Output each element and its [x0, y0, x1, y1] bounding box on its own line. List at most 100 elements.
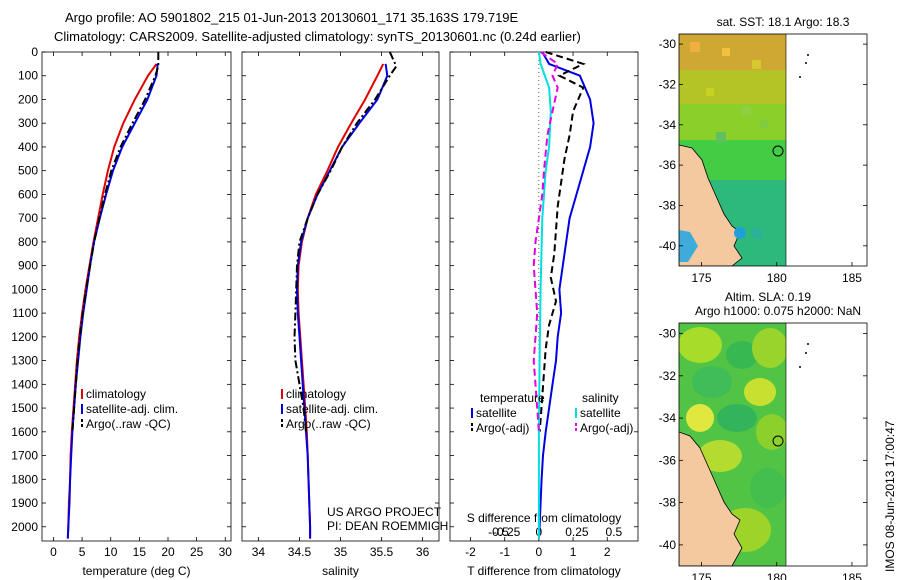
y-tick-label: 300	[18, 116, 38, 130]
legend-label: Argo(..raw -QC)	[286, 417, 371, 431]
x-tick-label: 20	[161, 545, 175, 559]
y-tick-label: 1000	[11, 282, 38, 296]
y-tick-label: 600	[18, 187, 38, 201]
map-y-tick-label: -30	[659, 327, 677, 341]
x2-tick-label: -0.5	[488, 525, 509, 539]
y-tick-label: 1700	[11, 449, 38, 463]
y-tick-label: 1500	[11, 401, 38, 415]
y-tick-label: 1200	[11, 330, 38, 344]
plot-frame	[241, 51, 440, 542]
map-y-tick-label: -32	[659, 77, 677, 91]
x-tick-label: -2	[465, 545, 476, 559]
island-dots	[799, 54, 809, 368]
legend-label: Argo(-adj)	[580, 421, 633, 435]
project-note-line1: US ARGO PROJECT	[327, 505, 442, 519]
legend-title: salinity	[582, 391, 619, 405]
map-y-tick-label: -40	[659, 538, 677, 552]
map-y-tick-label: -34	[659, 118, 677, 132]
x-tick-label: 2	[604, 545, 611, 559]
sst-field	[679, 34, 786, 266]
series-line	[537, 51, 552, 539]
map-y-tick-label: -38	[659, 198, 677, 212]
legend-label: satellite	[476, 406, 517, 420]
x2-tick-label: 0.5	[606, 525, 623, 539]
sst-axis: 175 180 185 -30 -32 -34 -36 -38 -40	[659, 37, 867, 285]
legend-label: climatology	[86, 387, 146, 401]
x-axis-label: salinity	[322, 564, 359, 578]
map-y-tick-label: -40	[659, 239, 677, 253]
legend-label: climatology	[286, 387, 346, 401]
sla-axis: 175 180 185 -30 -32 -34 -36 -38 -40	[659, 327, 867, 580]
plot-frame	[41, 51, 232, 542]
series-line	[66, 63, 158, 539]
series-line	[293, 51, 398, 432]
header-line1: Argo profile: AO 5901802_215 01-Jun-2013…	[65, 10, 519, 25]
legend-label: Argo(-adj)	[476, 421, 529, 435]
y-tick-label: 700	[18, 211, 38, 225]
y-tick-label: 100	[18, 69, 38, 83]
y-tick-label: 200	[18, 92, 38, 106]
legend-label: satellite-adj. clim.	[286, 402, 378, 416]
x-axis-label: T difference from climatology	[467, 564, 621, 578]
x-axis-label: temperature (deg C)	[82, 564, 190, 578]
series-line	[296, 63, 385, 539]
map-x-tick-label: 175	[692, 571, 712, 580]
temperature-panel: 0 5 10 15 20 25 30 temperature (deg C) 0 100 200 30…	[11, 45, 232, 578]
legend-label: satellite	[580, 406, 621, 420]
x-tick-label: 36	[416, 545, 430, 559]
salinity-panel: 34 34.5 35 35.5 36 salinity climatologysatelli…	[241, 51, 440, 578]
legend-label: satellite-adj. clim.	[86, 402, 178, 416]
map-x-tick-label: 185	[842, 571, 862, 580]
y-tick-label: 2000	[11, 520, 38, 534]
x-tick-label: 10	[104, 545, 118, 559]
x-tick-label: 15	[133, 545, 147, 559]
y-tick-label: 1300	[11, 354, 38, 368]
legend-title: temperature	[480, 391, 545, 405]
x-tick-label: 1	[570, 545, 577, 559]
project-note-line2: PI: DEAN ROEMMICH	[327, 519, 448, 533]
sst-map-panel: sat. SST: 18.1 Argo: 18.3 175 180 185 -30 -3…	[659, 15, 868, 285]
map-y-tick-label: -36	[659, 453, 677, 467]
x-tick-label: -1	[499, 545, 510, 559]
series-line	[295, 63, 389, 539]
header-line2: Climatology: CARS2009. Satellite-adjuste…	[54, 29, 581, 44]
y-tick-label: 500	[18, 164, 38, 178]
y-tick-label: 800	[18, 235, 38, 249]
y-tick-label: 0	[31, 45, 38, 59]
map-y-tick-label: -38	[659, 496, 677, 510]
sla-map-panel: Altim. SLA: 0.19 Argo h1000: 0.075 h2000…	[659, 290, 868, 580]
sla-map-title: Altim. SLA: 0.19	[725, 290, 811, 304]
plot-frame	[449, 51, 639, 542]
y-tick-label: 1400	[11, 377, 38, 391]
sla-map-subtitle: Argo h1000: 0.075 h2000: NaN	[695, 304, 861, 318]
x2-tick-label: 0.25	[565, 525, 589, 539]
y-tick-label: 1800	[11, 472, 38, 486]
x-tick-label: 5	[79, 545, 86, 559]
legend-label: Argo(..raw -QC)	[86, 417, 171, 431]
map-x-tick-label: 180	[767, 271, 787, 285]
sst-map-title: sat. SST: 18.1 Argo: 18.3	[717, 15, 850, 29]
side-label: IMOS 08-Jun-2013 17:00:47	[883, 420, 897, 572]
series-line	[537, 51, 595, 539]
sla-argo-marker	[772, 435, 784, 447]
sst-argo-marker	[772, 145, 784, 157]
x-tick-label: 25	[190, 545, 204, 559]
series-line	[71, 52, 160, 432]
map-x-tick-label: 175	[692, 271, 712, 285]
x-tick-label: 34	[252, 545, 266, 559]
series-line	[532, 51, 559, 432]
y-tick-label: 1600	[11, 425, 38, 439]
x2-tick-label: -0.25	[493, 525, 521, 539]
y-tick-label: 400	[18, 140, 38, 154]
map-y-tick-label: -34	[659, 411, 677, 425]
difference-panel: -2 -1 0 1 2 T difference from climatology -0.5…	[449, 51, 639, 578]
y-tick-label: 1100	[12, 306, 38, 320]
x-tick-label: 0	[50, 545, 57, 559]
map-x-tick-label: 185	[842, 271, 862, 285]
x-tick-label: 0	[536, 545, 543, 559]
map-x-tick-label: 180	[767, 571, 787, 580]
map-y-tick-label: -36	[659, 158, 677, 172]
y-tick-label: 1900	[11, 496, 38, 510]
x-tick-label: 35	[334, 545, 348, 559]
